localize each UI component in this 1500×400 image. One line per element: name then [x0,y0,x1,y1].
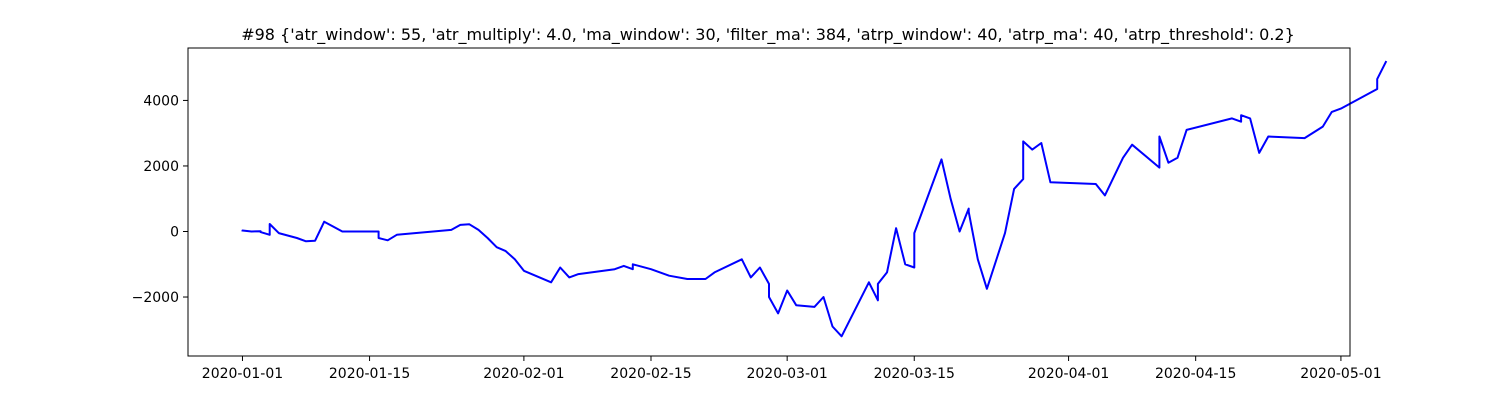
x-tick-label: 2020-01-01 [202,366,283,382]
x-tick-label: 2020-02-01 [483,366,564,382]
y-axis: −2000 0 2000 4000 [132,93,188,306]
x-tick-label: 2020-02-15 [610,366,691,382]
y-tick-label: 2000 [143,159,179,175]
y-tick-label: 4000 [143,93,179,109]
series-line-1 [241,60,1388,338]
y-tick-label: 0 [170,224,179,240]
plot-area [241,60,1388,338]
x-tick-label: 2020-04-15 [1155,366,1236,382]
x-tick-label: 2020-01-15 [329,366,410,382]
y-tick-label: −2000 [132,290,179,306]
x-tick-label: 2020-03-01 [746,366,827,382]
chart-title: #98 {'atr_window': 55, 'atr_multiply': 4… [241,25,1295,45]
axes-frame [187,47,1351,357]
x-tick-label: 2020-03-15 [874,366,955,382]
x-tick-label: 2020-04-01 [1028,366,1109,382]
x-axis: 2020-01-01 2020-01-15 2020-02-01 2020-02-15… [202,356,1382,382]
x-tick-label: 2020-05-01 [1300,366,1381,382]
